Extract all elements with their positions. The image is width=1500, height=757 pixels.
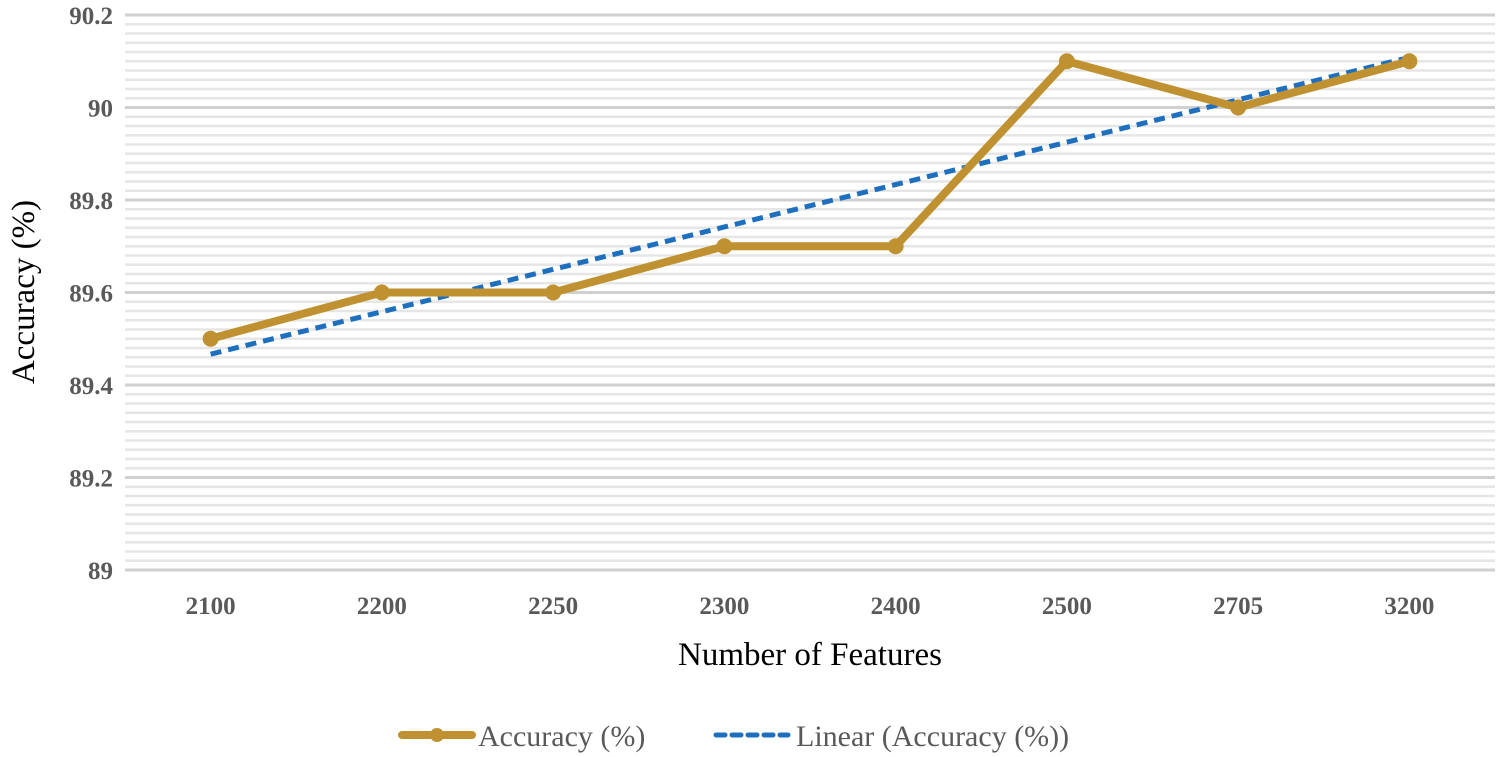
x-tick-label: 2250 xyxy=(528,593,578,620)
accuracy-point xyxy=(202,330,219,347)
x-tick-label: 2300 xyxy=(699,593,749,620)
y-tick-label: 90 xyxy=(88,96,113,123)
trendline-line xyxy=(210,54,1410,357)
gridlines xyxy=(125,13,1495,572)
accuracy-point xyxy=(373,284,390,301)
accuracy-point xyxy=(887,238,904,255)
accuracy-point xyxy=(1058,53,1075,70)
x-tick-label: 2500 xyxy=(1042,593,1092,620)
x-axis-ticks: 2100 2200 2250 2300 2400 2500 2705 3200 xyxy=(186,593,1435,620)
y-tick-label: 89 xyxy=(88,558,113,585)
accuracy-point xyxy=(545,284,562,301)
accuracy-point xyxy=(1230,99,1247,116)
y-tick-label: 89.4 xyxy=(69,373,113,400)
y-tick-label: 89.6 xyxy=(69,281,113,308)
y-tick-label: 89.2 xyxy=(69,466,113,493)
accuracy-point xyxy=(716,238,733,255)
x-tick-label: 2100 xyxy=(186,593,236,620)
trendline xyxy=(210,54,1410,357)
x-tick-label: 2400 xyxy=(871,593,921,620)
y-axis-label: Accuracy (%) xyxy=(6,200,42,384)
y-tick-label: 89.8 xyxy=(69,188,113,215)
series-accuracy xyxy=(202,53,1418,347)
y-axis-ticks: 89 89.2 89.4 89.6 89.8 90 90.2 xyxy=(69,3,113,585)
x-tick-label: 2705 xyxy=(1213,593,1263,620)
legend-trendline-label: Linear (Accuracy (%)) xyxy=(796,720,1069,753)
legend: Accuracy (%) Linear (Accuracy (%)) xyxy=(398,720,1069,753)
x-tick-label: 3200 xyxy=(1384,593,1434,620)
legend-accuracy-marker xyxy=(430,728,444,742)
accuracy-point xyxy=(1401,53,1418,70)
legend-accuracy-label: Accuracy (%) xyxy=(478,720,645,753)
accuracy-line xyxy=(209,57,1411,343)
x-axis-label: Number of Features xyxy=(678,637,942,673)
y-tick-label: 90.2 xyxy=(69,3,113,30)
x-tick-label: 2200 xyxy=(357,593,407,620)
